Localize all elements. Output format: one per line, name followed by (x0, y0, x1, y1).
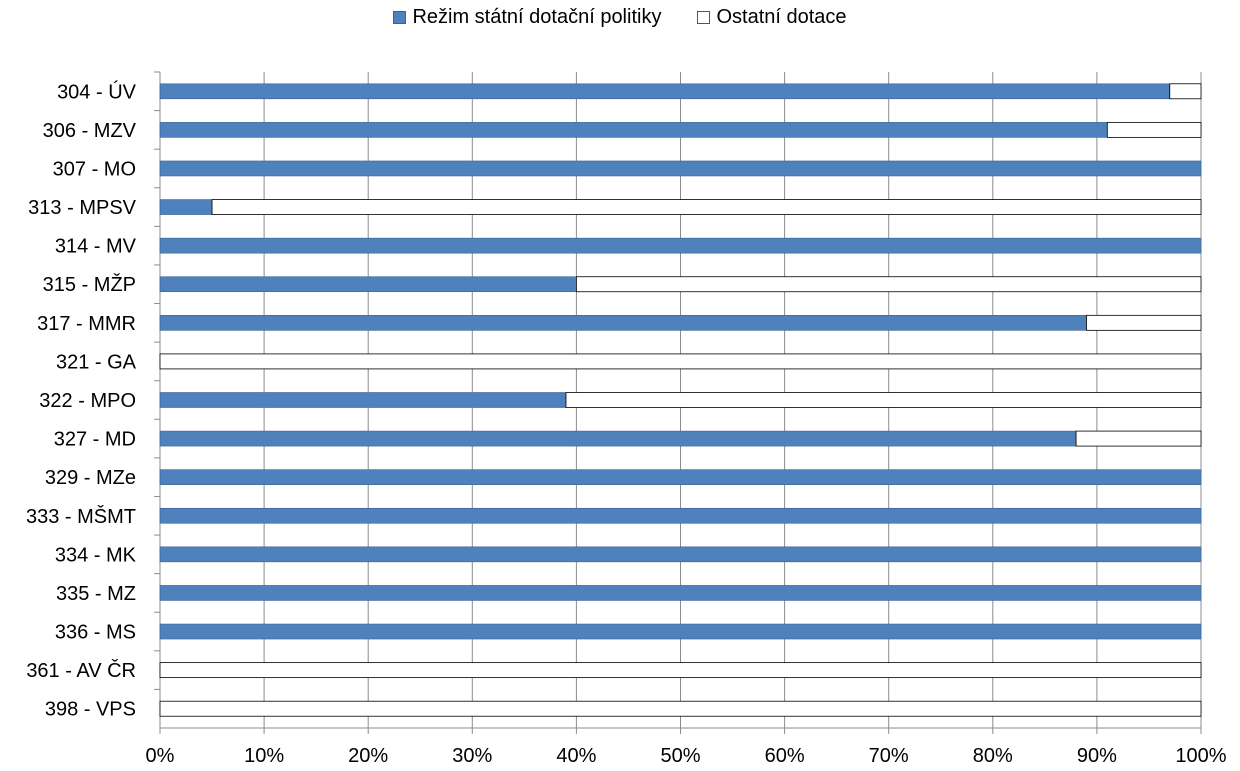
x-tick-label-6: 60% (765, 745, 805, 767)
category-label-4: 314 - MV (55, 236, 137, 258)
x-tick-label-4: 40% (556, 745, 596, 767)
category-label-7: 321 - GA (56, 351, 137, 373)
x-tick-label-3: 30% (452, 745, 492, 767)
category-label-13: 335 - MZ (56, 583, 136, 605)
category-label-15: 361 - AV ČR (26, 659, 136, 682)
bar-1-9 (159, 430, 1077, 447)
bar-2-9 (1075, 430, 1202, 447)
legend-label-series-1: Režim státní dotační politiky (412, 6, 662, 28)
bar-2-7 (159, 353, 1202, 370)
bar-1-4 (159, 237, 1202, 254)
legend-item-series-2: Ostatní dotace (697, 6, 847, 29)
legend-item-series-1: Režim státní dotační politiky (393, 6, 661, 29)
x-tick-label-5: 50% (660, 745, 700, 767)
bar-1-2 (159, 160, 1202, 177)
bar-2-5 (576, 276, 1202, 293)
bar-2-0 (1169, 83, 1202, 100)
category-label-5: 315 - MŽP (43, 273, 136, 296)
category-label-0: 304 - ÚV (57, 80, 137, 103)
x-tick-label-10: 100% (1175, 745, 1226, 767)
bar-1-10 (159, 469, 1202, 485)
bar-2-6 (1086, 314, 1202, 331)
x-tick-label-7: 70% (869, 745, 909, 767)
bar-2-1 (1106, 121, 1202, 138)
x-tick-label-9: 90% (1077, 745, 1117, 767)
category-label-14: 336 - MS (55, 622, 136, 644)
x-tick-label-2: 20% (348, 745, 388, 767)
bar-1-14 (159, 623, 1202, 640)
x-tick-label-0: 0% (146, 745, 175, 767)
legend: Režim státní dotační politiky Ostatní do… (0, 6, 1240, 29)
bar-1-11 (159, 507, 1202, 524)
category-label-16: 398 - VPS (45, 699, 136, 721)
category-label-10: 329 - MZe (45, 467, 136, 489)
category-label-6: 317 - MMR (37, 313, 136, 335)
legend-swatch-series-2 (697, 11, 711, 24)
bar-2-8 (565, 392, 1202, 408)
bar-1-12 (159, 546, 1202, 563)
category-label-2: 307 - MO (53, 158, 136, 180)
bar-1-6 (159, 315, 1087, 331)
category-label-11: 333 - MŠMT (26, 505, 136, 528)
legend-swatch-series-1 (393, 11, 407, 24)
category-label-8: 322 - MPO (39, 390, 136, 412)
category-label-1: 306 - MZV (43, 120, 137, 142)
legend-label-series-2: Ostatní dotace (716, 6, 847, 28)
category-label-3: 313 - MPSV (28, 197, 136, 219)
bar-1-0 (159, 83, 1171, 100)
bar-1-8 (159, 392, 567, 408)
bar-2-16 (159, 700, 1202, 717)
bar-1-13 (159, 585, 1202, 601)
x-tick-label-8: 80% (973, 745, 1013, 767)
x-tick-label-1: 10% (244, 745, 284, 767)
bar-1-1 (159, 122, 1108, 138)
category-label-12: 334 - MK (55, 544, 137, 566)
bar-2-15 (159, 662, 1202, 679)
bar-2-3 (211, 199, 1202, 215)
bar-1-3 (159, 199, 213, 215)
bar-1-5 (159, 276, 577, 293)
category-label-9: 327 - MD (54, 429, 136, 451)
